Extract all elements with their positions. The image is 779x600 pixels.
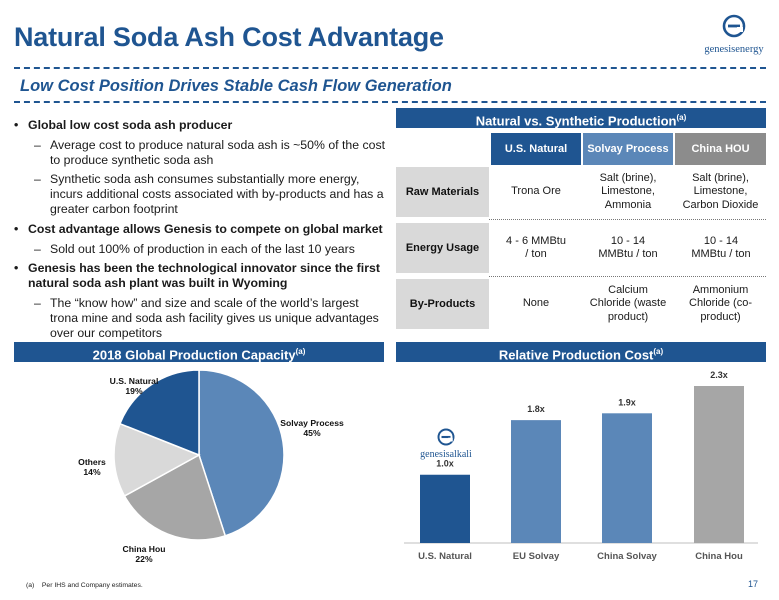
pie-label-solvay: Solvay Process 45%: [272, 418, 352, 438]
bar-value-label: 1.0x: [436, 459, 454, 469]
pie-chart: [113, 369, 285, 541]
footnote: (a) Per IHS and Company estimates.: [26, 582, 143, 589]
column-header-solvay: Solvay Process: [583, 133, 673, 165]
pie-label-china-hou: China Hou 22%: [104, 544, 184, 564]
row-header-by-products: By-Products: [396, 279, 489, 329]
pie-chart-title-note: (a): [295, 347, 306, 356]
bar-chart-header: Relative Production Cost(a): [396, 342, 766, 362]
table-header: Natural vs. Synthetic Production(a): [396, 108, 766, 128]
table-cell: Trona Ore: [511, 185, 561, 198]
footnote-mark: (a): [26, 582, 35, 589]
bar-china-solvay: [602, 413, 652, 543]
pie-label-us-natural: U.S. Natural 19%: [94, 376, 174, 396]
bar-chart-title: Relative Production Cost: [498, 347, 654, 363]
sub-bullet-item: Average cost to produce natural soda ash…: [14, 138, 390, 168]
genesis-logo-icon: [722, 14, 746, 38]
subtitle-divider: [14, 101, 766, 103]
bar-value-label: 1.8x: [527, 404, 545, 414]
table-cell: None: [522, 297, 550, 310]
pie-chart-title: 2018 Global Production Capacity: [92, 347, 296, 363]
bar-china-hou: [694, 386, 744, 543]
row-divider: [489, 219, 766, 220]
bar-category-label: China Hou: [695, 551, 743, 562]
page-subtitle: Low Cost Position Drives Stable Cash Flo…: [20, 77, 452, 95]
table-cell: 4 - 6 MMBtu / ton: [506, 234, 566, 261]
genesis-alkali-logo-icon: [437, 428, 455, 446]
pie-label-name: Solvay Process: [280, 418, 344, 428]
bar-value-label: 1.9x: [618, 397, 636, 407]
row-header-energy-usage: Energy Usage: [396, 223, 489, 273]
genesis-alkali-wordmark: genesisalkali: [420, 449, 472, 460]
pie-slice-china-hou: [123, 453, 227, 541]
bar-u-s-natural: [420, 474, 470, 543]
bar-category-label: EU Solvay: [513, 551, 560, 562]
pie-label-value: 19%: [125, 386, 143, 396]
pie-label-name: Others: [78, 457, 106, 467]
page-number: 17: [748, 579, 759, 589]
bar-chart-title-note: (a): [653, 347, 664, 356]
pie-label-value: 14%: [83, 467, 101, 477]
genesis-energy-logo: genesisenergy: [702, 14, 766, 55]
bar-category-label: China Solvay: [597, 551, 657, 562]
pie-label-name: China Hou: [122, 544, 166, 554]
row-divider: [489, 276, 766, 277]
title-divider: [14, 67, 766, 69]
pie-slice-others: [113, 422, 201, 497]
column-header-us-natural: U.S. Natural: [491, 133, 581, 165]
table-cell: 10 - 14 MMBtu / ton: [691, 234, 751, 261]
bullet-list: Global low cost soda ash producer Averag…: [14, 118, 390, 345]
footnote-text: Per IHS and Company estimates.: [41, 582, 143, 589]
pie-chart-header: 2018 Global Production Capacity(a): [14, 342, 384, 362]
table-cell: 10 - 14 MMBtu / ton: [598, 234, 658, 261]
bullet-item: Cost advantage allows Genesis to compete…: [14, 222, 390, 237]
pie-label-others: Others 14%: [62, 457, 122, 477]
bar-category-label: U.S. Natural: [418, 551, 472, 562]
comparison-table: U.S. Natural Solvay Process China HOU Ra…: [396, 133, 766, 333]
sub-bullet-item: The “know how” and size and scale of the…: [14, 296, 390, 340]
bar-chart: 1.0x U.S. Natural 1.8x EU Solvay 1.9x China S…: [404, 370, 758, 562]
logo-wordmark: genesisenergy: [704, 44, 764, 55]
pie-slice-solvay-process: [198, 369, 285, 537]
table-cell: Ammonium Chloride (co-product): [689, 283, 752, 323]
pie-label-value: 45%: [303, 428, 321, 438]
table-title-note: (a): [676, 113, 687, 122]
bar-eu-solvay: [511, 420, 561, 543]
table-cell: Salt (brine), Limestone, Carbon Dioxide: [682, 171, 759, 211]
pie-label-name: U.S. Natural: [109, 376, 159, 386]
bullet-item: Genesis has been the technological innov…: [14, 261, 390, 291]
genesis-alkali-logo: genesisalkali: [412, 428, 480, 460]
column-header-china-hou: China HOU: [675, 133, 766, 165]
table-title: Natural vs. Synthetic Production: [475, 113, 677, 129]
pie-slice-u-s-natural: [118, 369, 200, 457]
bar-value-label: 2.3x: [710, 370, 728, 380]
pie-label-value: 22%: [135, 554, 153, 564]
table-cell: Calcium Chloride (waste product): [589, 283, 667, 323]
row-header-raw-materials: Raw Materials: [396, 167, 489, 217]
page-title: Natural Soda Ash Cost Advantage: [14, 22, 444, 52]
table-cell: Salt (brine), Limestone, Ammonia: [599, 171, 657, 211]
sub-bullet-item: Sold out 100% of production in each of t…: [14, 242, 390, 257]
bullet-item: Global low cost soda ash producer: [14, 118, 390, 133]
sub-bullet-item: Synthetic soda ash consumes substantiall…: [14, 172, 390, 216]
